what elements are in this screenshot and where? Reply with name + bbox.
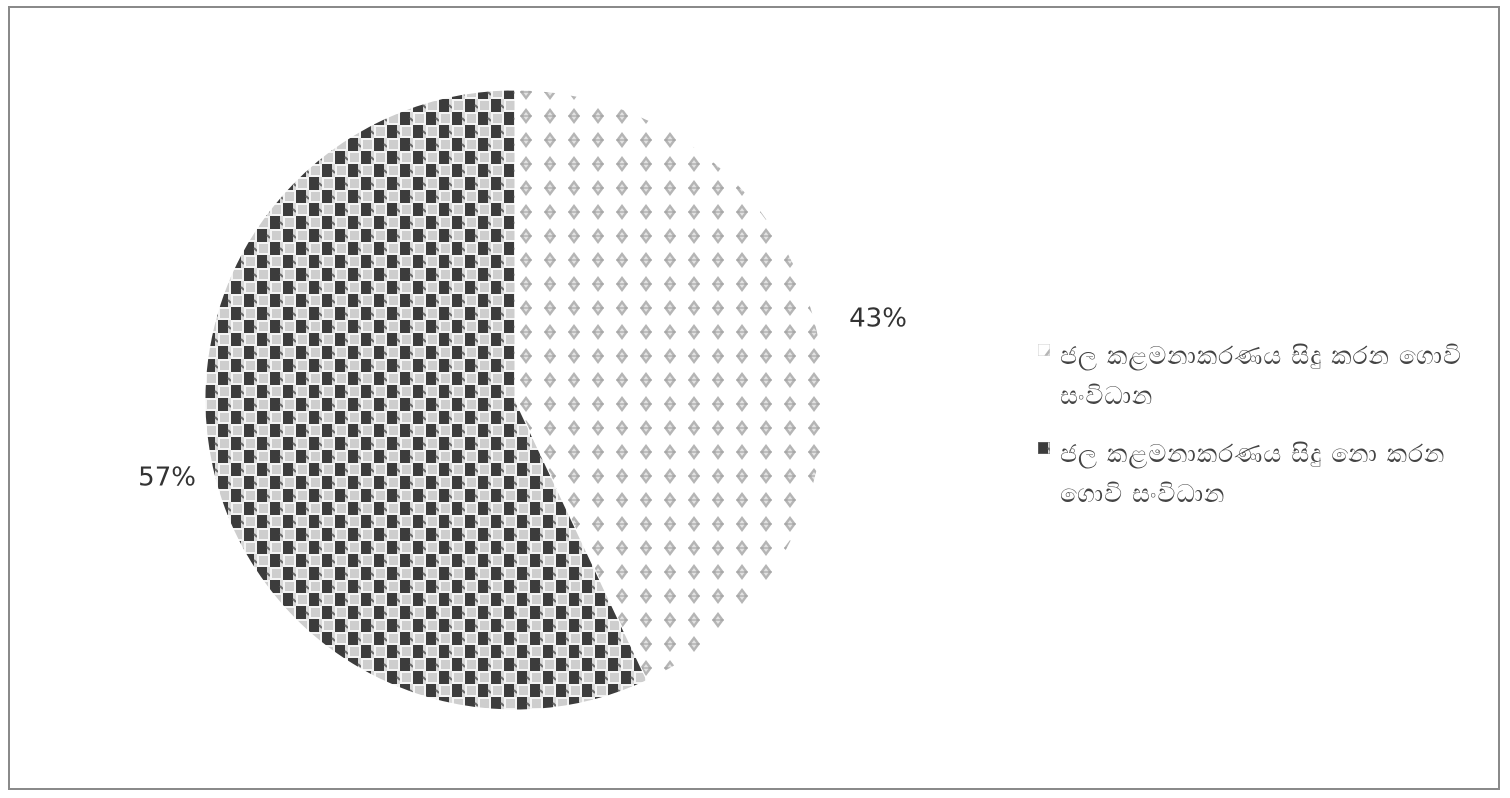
legend-label-1: ජල කළමනාකරණය සිදු කරන ගොවි සංවිධාන <box>1060 336 1478 416</box>
legend-label-2: ජල කළමනාකරණය සිදු නො කරන ගොවි සංවිධාන <box>1060 434 1478 514</box>
data-label-2: 57% <box>138 462 196 492</box>
legend-item-1: ජල කළමනාකරණය සිදු කරන ගොවි සංවිධාන <box>1038 336 1478 416</box>
data-label-1: 43% <box>849 303 907 333</box>
legend: ජල කළමනාකරණය සිදු කරන ගොවි සංවිධාන ජල කළ… <box>1038 336 1478 532</box>
chart-frame: 43% 57% ජල කළමනාකරණය සිදු කරන ගොවි සංවිධා… <box>8 6 1500 790</box>
legend-swatch-diamond-icon <box>1038 344 1050 356</box>
legend-swatch-checker-icon <box>1038 442 1050 454</box>
legend-item-2: ජල කළමනාකරණය සිදු නො කරන ගොවි සංවිධාන <box>1038 434 1478 514</box>
